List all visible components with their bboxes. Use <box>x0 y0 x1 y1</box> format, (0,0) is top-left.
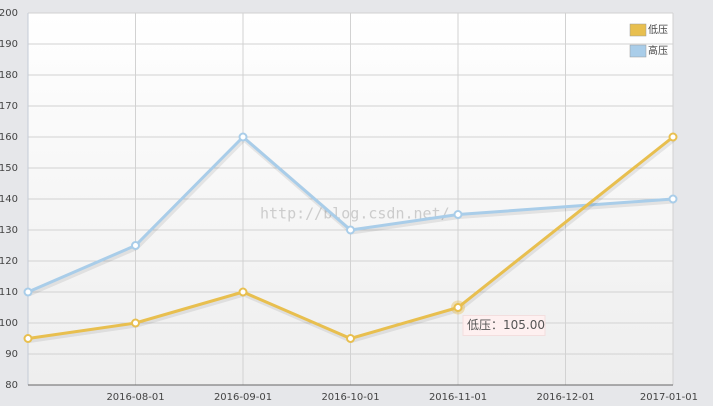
y-tick-label: 200 <box>0 8 18 19</box>
x-tick-label: 2017-01-01 <box>640 392 698 403</box>
y-tick-label: 130 <box>0 225 18 236</box>
y-tick-label: 90 <box>5 349 18 360</box>
x-tick-label: 2016-12-01 <box>536 392 594 403</box>
tooltip-text: 低压：105.00 <box>467 318 545 332</box>
point <box>131 318 140 328</box>
legend-label: 高压 <box>648 44 668 57</box>
y-tick-label: 100 <box>0 318 18 329</box>
y-tick-label: 110 <box>0 287 18 298</box>
point <box>238 287 248 297</box>
y-tick-label: 80 <box>5 380 18 391</box>
y-tick-label: 160 <box>0 132 18 143</box>
y-tick-label: 180 <box>0 70 18 81</box>
x-tick-label: 2016-09-01 <box>214 392 272 403</box>
tooltip-box <box>462 315 546 336</box>
point <box>668 194 678 204</box>
y-tick-label: 190 <box>0 39 18 50</box>
legend-swatch <box>629 23 647 37</box>
series-line <box>27 134 674 294</box>
point <box>668 132 678 142</box>
point <box>453 303 463 312</box>
point <box>346 334 355 343</box>
legend-swatch <box>629 44 647 58</box>
series-line <box>27 135 674 341</box>
point <box>453 210 463 219</box>
point <box>131 241 140 250</box>
x-tick-label: 2016-11-01 <box>429 392 487 403</box>
x-tick-label: 2016-08-01 <box>106 392 164 403</box>
x-tick-label: 2016-10-01 <box>321 392 379 403</box>
y-tick-label: 140 <box>0 194 18 205</box>
legend-label: 低压 <box>648 23 668 36</box>
point <box>23 287 33 297</box>
point <box>238 132 248 142</box>
point <box>23 334 33 343</box>
y-tick-label: 120 <box>0 256 18 267</box>
y-tick-label: 170 <box>0 101 18 112</box>
y-tick-label: 150 <box>0 163 18 174</box>
watermark: http://blog.csdn.net/ <box>260 205 450 223</box>
point <box>346 225 355 235</box>
